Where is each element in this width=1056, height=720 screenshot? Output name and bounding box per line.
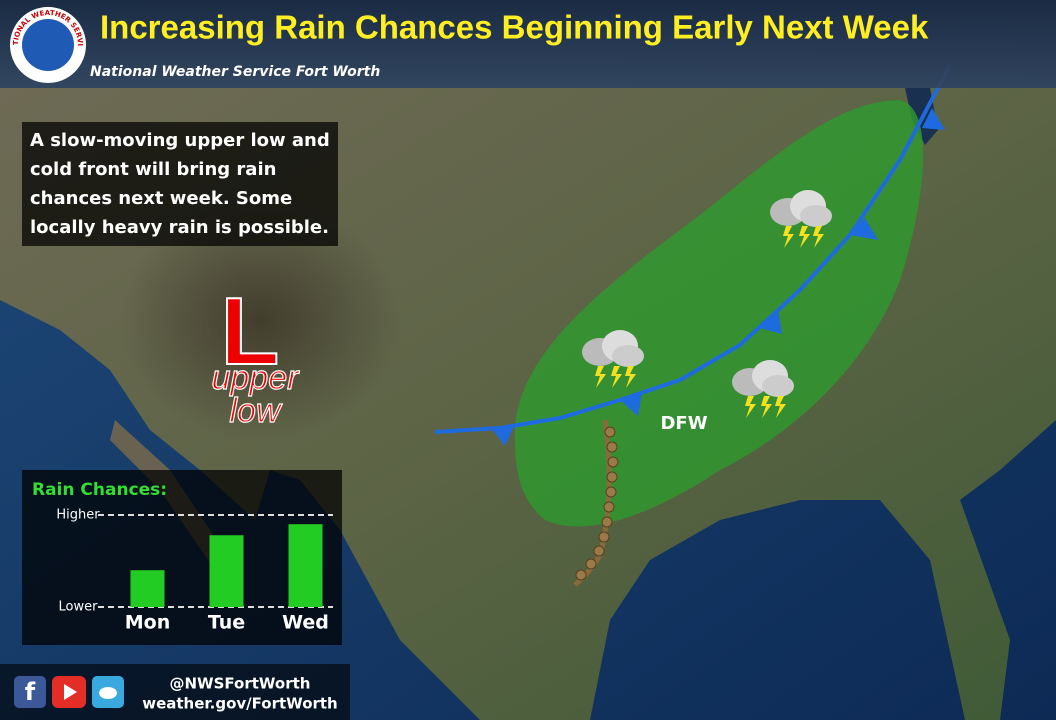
bar (288, 524, 323, 607)
x-tick-label: Wed (282, 612, 329, 634)
x-tick-label: Tue (208, 612, 245, 634)
low-label: upper low (211, 359, 299, 430)
cold-front (434, 64, 952, 434)
bar (209, 535, 244, 607)
chart-title: Rain Chances: (32, 480, 167, 500)
front-pips (492, 108, 945, 446)
header-bar (0, 0, 1056, 88)
x-tick-label: Mon (125, 612, 171, 634)
info-box: A slow-moving upper low and cold front w… (22, 122, 338, 246)
city-label: DFW (660, 413, 707, 434)
storm-icons (582, 190, 832, 418)
facebook-icon[interactable] (14, 676, 46, 708)
svg-text:f: f (25, 678, 36, 706)
y-tick-label: Lower (59, 600, 99, 615)
logo-center (22, 19, 74, 71)
footer-url: weather.gov/FortWorth (142, 695, 338, 713)
footer-handle: @NWSFortWorth (170, 675, 311, 693)
social-icons[interactable]: f (14, 676, 124, 708)
subtitle: National Weather Service Fort Worth (90, 64, 380, 80)
terrain (120, 200, 400, 440)
low-symbol: L (221, 278, 280, 385)
bar (130, 570, 165, 607)
dryline-scallops (575, 426, 619, 581)
title: Increasing Rain Chances Beginning Early … (100, 9, 929, 46)
y-tick-label: Higher (56, 508, 100, 523)
